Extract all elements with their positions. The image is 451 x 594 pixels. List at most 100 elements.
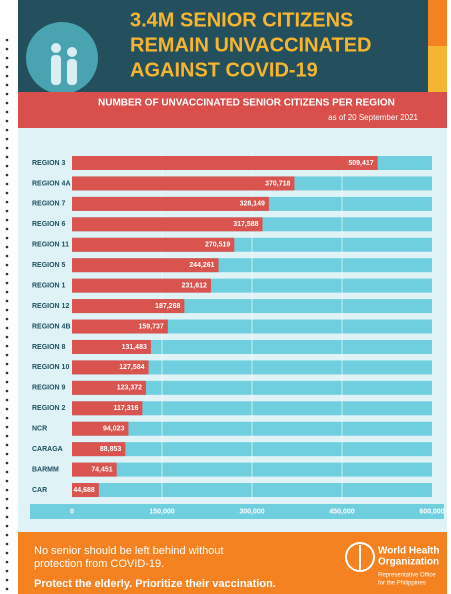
axis-strip xyxy=(30,504,444,519)
binding-dot xyxy=(6,102,9,105)
value-label: 328,149 xyxy=(240,201,265,208)
page: {"chart_data": {"type": "bar", "orientat… xyxy=(0,0,451,594)
value-label: 117,316 xyxy=(113,405,138,412)
x-tick-label: 0 xyxy=(70,508,74,515)
binding-dot xyxy=(6,480,9,483)
org-office: for the Philippines xyxy=(378,581,426,587)
binding-dot xyxy=(6,462,9,465)
header-accent xyxy=(428,0,447,46)
binding-dot xyxy=(6,228,9,231)
x-tick-label: 150,000 xyxy=(149,508,174,515)
binding-dot xyxy=(6,273,9,276)
binding-dot xyxy=(6,453,9,456)
binding-dot xyxy=(6,57,9,60)
value-label: 44,688 xyxy=(73,487,95,494)
binding-dot xyxy=(6,282,9,285)
binding-dot xyxy=(6,435,9,438)
binding-dot xyxy=(6,48,9,51)
binding xyxy=(6,39,9,591)
value-label: 509,417 xyxy=(348,160,373,167)
binding-dot xyxy=(6,75,9,78)
binding-dot xyxy=(6,552,9,555)
header-accent xyxy=(428,46,447,92)
icon-head xyxy=(67,47,77,57)
value-label: 123,372 xyxy=(117,385,142,392)
category-label: REGION 7 xyxy=(32,201,66,208)
value-label: 88,853 xyxy=(100,446,122,453)
binding-dot xyxy=(6,129,9,132)
category-label: REGION 2 xyxy=(32,405,66,412)
bar xyxy=(72,156,378,170)
binding-dot xyxy=(6,156,9,159)
binding-dot xyxy=(6,381,9,384)
category-label: REGION 9 xyxy=(32,385,66,392)
category-label: CARAGA xyxy=(32,446,63,453)
category-label: CAR xyxy=(32,487,47,494)
value-label: 74,451 xyxy=(91,466,113,473)
binding-dot xyxy=(6,291,9,294)
binding-dot xyxy=(6,264,9,267)
category-label: REGION 11 xyxy=(32,242,69,249)
binding-dot xyxy=(6,120,9,123)
binding-dot xyxy=(6,579,9,582)
binding-dot xyxy=(6,201,9,204)
binding-dot xyxy=(6,255,9,258)
title-line: 3.4M SENIOR CITIZENS xyxy=(130,9,353,31)
category-label: REGION 4A xyxy=(32,180,71,187)
infographic: 3.4M SENIOR CITIZENS REMAIN UNVACCINATED… xyxy=(0,0,451,594)
binding-dot xyxy=(6,390,9,393)
binding-dot xyxy=(6,138,9,141)
category-label: REGION 6 xyxy=(32,221,66,228)
value-label: 244,261 xyxy=(189,262,214,269)
binding-dot xyxy=(6,246,9,249)
category-label: REGION 10 xyxy=(32,364,69,371)
binding-dot xyxy=(6,219,9,222)
binding-dot xyxy=(6,444,9,447)
binding-dot xyxy=(6,84,9,87)
category-label: REGION 3 xyxy=(32,160,66,167)
bar xyxy=(72,176,294,190)
value-label: 370,718 xyxy=(265,180,290,187)
binding-dot xyxy=(6,327,9,330)
footer-message: protection from COVID-19. xyxy=(34,558,164,570)
binding-dot xyxy=(6,516,9,519)
binding-dot xyxy=(6,147,9,150)
binding-dot xyxy=(6,588,9,591)
binding-dot xyxy=(6,354,9,357)
binding-dot xyxy=(6,489,9,492)
value-label: 159,737 xyxy=(139,323,164,330)
binding-dot xyxy=(6,417,9,420)
value-label: 270,519 xyxy=(205,242,230,249)
binding-dot xyxy=(6,570,9,573)
icon-circle xyxy=(26,22,98,94)
binding-dot xyxy=(6,93,9,96)
binding-dot xyxy=(6,39,9,42)
value-label: 127,584 xyxy=(119,364,144,371)
category-label: REGION 1 xyxy=(32,282,66,289)
title-line: AGAINST COVID-19 xyxy=(130,59,318,81)
value-label: 187,268 xyxy=(155,303,180,310)
binding-dot xyxy=(6,561,9,564)
x-tick-label: 300,000 xyxy=(239,508,264,515)
subtitle: NUMBER OF UNVACCINATED SENIOR CITIZENS P… xyxy=(98,98,395,109)
binding-dot xyxy=(6,534,9,537)
binding-dot xyxy=(6,498,9,501)
title-line: REMAIN UNVACCINATED xyxy=(130,34,371,56)
binding-dot xyxy=(6,525,9,528)
category-label: REGION 8 xyxy=(32,344,66,351)
binding-dot xyxy=(6,318,9,321)
value-label: 317,588 xyxy=(233,221,258,228)
binding-dot xyxy=(6,336,9,339)
footer-message: No senior should be left behind without xyxy=(34,545,224,557)
binding-dot xyxy=(6,372,9,375)
binding-dot xyxy=(6,426,9,429)
binding-dot xyxy=(6,165,9,168)
binding-dot xyxy=(6,507,9,510)
binding-dot xyxy=(6,543,9,546)
category-label: NCR xyxy=(32,426,47,433)
category-label: BARMM xyxy=(32,466,59,473)
icon-body xyxy=(67,59,77,85)
binding-dot xyxy=(6,345,9,348)
footer-slogan: Protect the elderly. Prioritize their va… xyxy=(34,578,276,590)
binding-dot xyxy=(6,111,9,114)
